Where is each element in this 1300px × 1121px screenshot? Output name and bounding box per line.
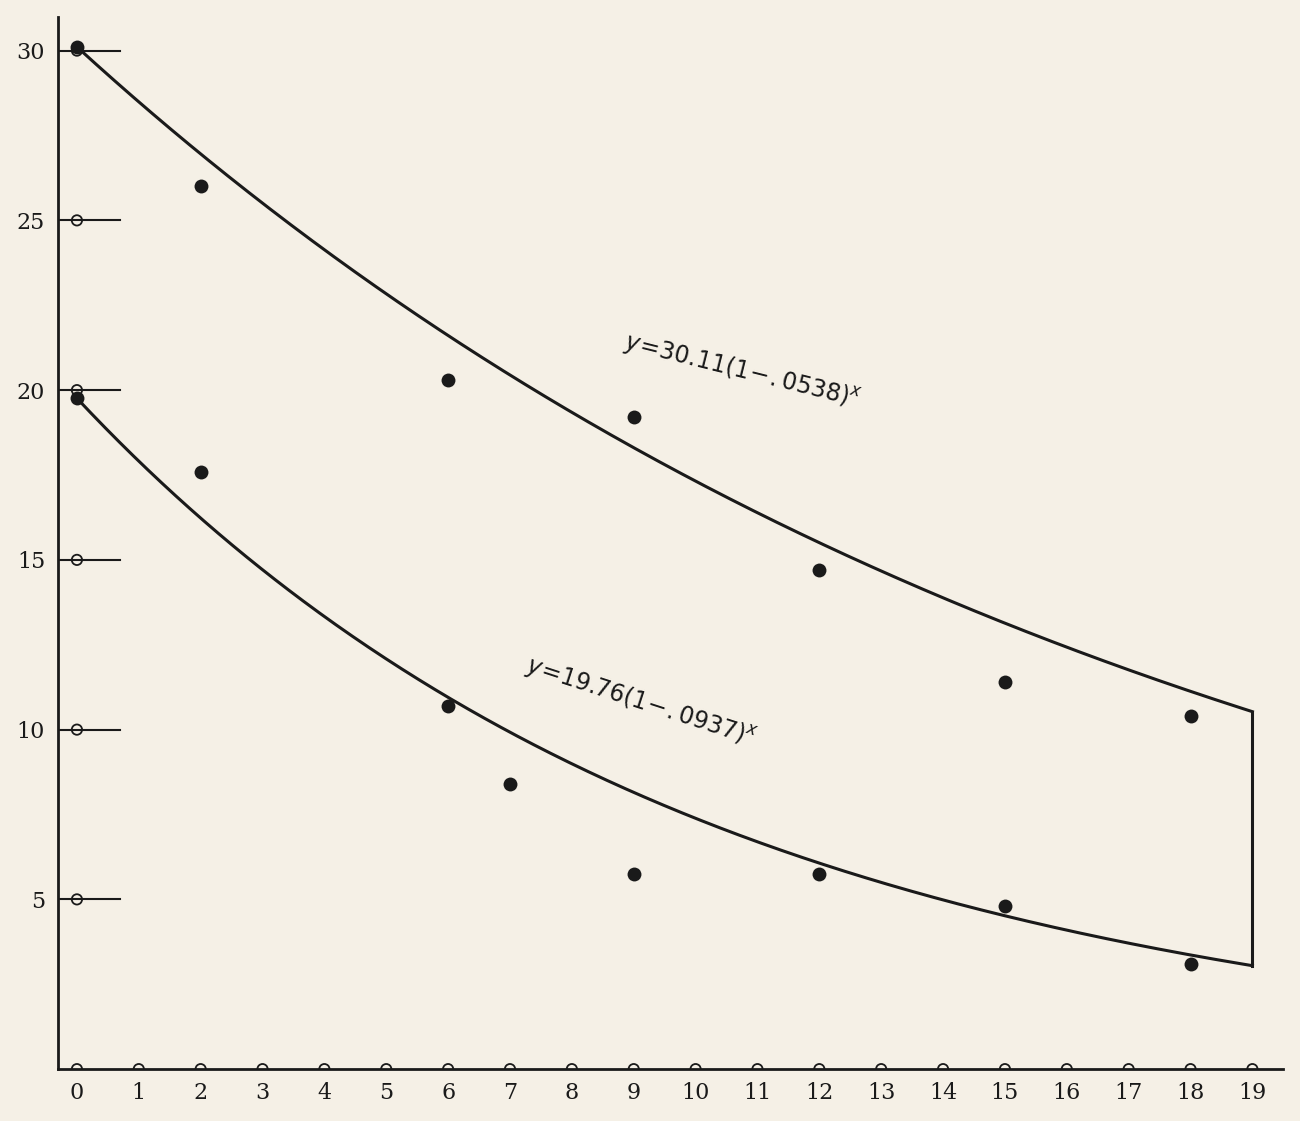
Point (685, 1060, 706, 1078)
Point (66, 1060, 87, 1078)
Point (623, 408, 644, 426)
Point (809, 562, 829, 580)
Point (66, 41, 87, 59)
Point (809, 1060, 829, 1078)
Point (438, 1060, 459, 1078)
Text: $y\!=\!30.11(1\!-\!.0538)^x$: $y\!=\!30.11(1\!-\!.0538)^x$ (621, 327, 864, 415)
Point (1118, 1060, 1139, 1078)
Point (1180, 707, 1201, 725)
Point (499, 775, 520, 793)
Point (932, 1060, 953, 1078)
Point (315, 1060, 335, 1078)
Point (66, 389, 87, 407)
Point (66, 890, 87, 908)
Point (66, 721, 87, 739)
Point (747, 1060, 768, 1078)
Point (623, 865, 644, 883)
Point (499, 1060, 520, 1078)
Point (871, 1060, 892, 1078)
Point (438, 371, 459, 389)
Point (190, 177, 211, 195)
Point (66, 212, 87, 230)
Point (1242, 1060, 1262, 1078)
Point (562, 1060, 582, 1078)
Point (252, 1060, 273, 1078)
Point (1180, 955, 1201, 973)
Point (66, 381, 87, 399)
Point (994, 673, 1015, 691)
Point (66, 38, 87, 56)
Point (438, 697, 459, 715)
Point (190, 463, 211, 481)
Point (809, 865, 829, 883)
Point (66, 550, 87, 568)
Point (623, 1060, 644, 1078)
Point (1180, 1060, 1201, 1078)
Point (1057, 1060, 1078, 1078)
Point (994, 1060, 1015, 1078)
Point (129, 1060, 150, 1078)
Point (994, 897, 1015, 915)
Point (190, 1060, 211, 1078)
Text: $y\!=\!19.76(1\!-\!.0937)^x$: $y\!=\!19.76(1\!-\!.0937)^x$ (523, 651, 760, 753)
Point (376, 1060, 396, 1078)
